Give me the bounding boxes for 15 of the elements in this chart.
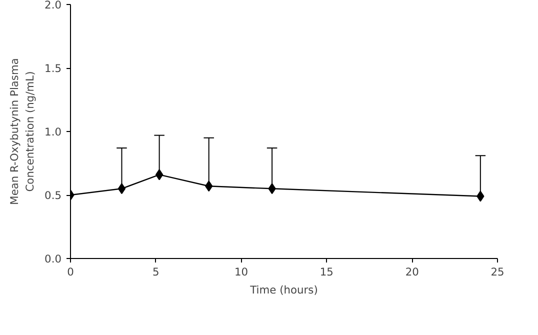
- x-tick-label: 25: [490, 266, 504, 278]
- x-tick-label: 15: [320, 266, 334, 278]
- x-tick-label: 5: [152, 266, 160, 278]
- point: [155, 169, 164, 180]
- y-tick-label: 2.0: [44, 0, 62, 12]
- point: [118, 183, 126, 194]
- y-axis-title: Mean R-Oxybutynin Plasma Concentration (ng/mL): [8, 58, 37, 205]
- x-tick-label: 20: [405, 266, 420, 278]
- y-tick-label: 1.5: [44, 62, 62, 75]
- y-tick-label: 0.0: [44, 252, 62, 266]
- y-tick-label: 1.0: [44, 126, 62, 138]
- x-tick-label: 10: [234, 266, 248, 278]
- y-tick-label: 0.5: [44, 189, 62, 202]
- x-tick-label: 0: [67, 266, 74, 278]
- x-axis-title: Time (hours): [249, 284, 318, 296]
